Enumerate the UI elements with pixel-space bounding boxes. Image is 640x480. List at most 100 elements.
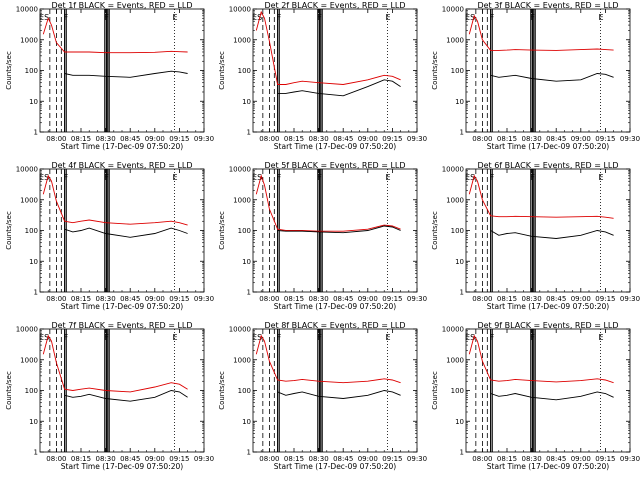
x-tick-label: 08:15 [497, 295, 517, 303]
events-series-line [64, 70, 188, 78]
panel-title: Det 3f BLACK = Events, RED = LLD [477, 1, 618, 10]
detector-panel: Det 3f BLACK = Events, RED = LLD 1 10 100 10… [431, 1, 640, 151]
x-tick-label: 08:00 [259, 295, 279, 303]
marker-label: E [598, 13, 603, 22]
marker-label: F [490, 13, 495, 22]
marker-label: F [277, 173, 282, 182]
events-series-line [277, 390, 401, 399]
x-tick-label: 09:00 [358, 135, 378, 143]
x-tick-label: 08:00 [259, 455, 279, 463]
marker-label: F [490, 333, 495, 342]
marker-label: F [64, 173, 69, 182]
x-tick-label: 08:30 [309, 135, 329, 143]
marker-label: F [277, 333, 282, 342]
x-tick-label: 09:30 [620, 135, 640, 143]
marker-label: E [172, 173, 177, 182]
marker-label: ES [465, 333, 475, 342]
x-tick-label: 08:15 [284, 295, 304, 303]
marker-label: F [104, 173, 109, 182]
lld-series-line [255, 10, 401, 85]
marker-label: ES [252, 173, 262, 182]
y-axis-label: Counts/sec [431, 51, 439, 90]
y-tick-label: 1 [460, 449, 464, 457]
x-tick-label: 08:30 [309, 455, 329, 463]
y-tick-label: 10 [455, 258, 464, 266]
x-axis-label: Start Time (17-Dec-09 07:50:20) [487, 142, 609, 151]
x-tick-label: 09:00 [571, 295, 591, 303]
x-tick-label: 09:15 [595, 135, 615, 143]
y-tick-label: 10000 [442, 6, 464, 14]
detector-panel: Det 6f BLACK = Events, RED = LLD 1 10 100 10… [431, 161, 640, 311]
x-axis-label: Start Time (17-Dec-09 07:50:20) [274, 302, 396, 311]
x-tick-label: 09:30 [194, 455, 214, 463]
marker-label: F [277, 13, 282, 22]
y-tick-label: 10000 [229, 6, 251, 14]
x-tick-label: 08:15 [71, 295, 91, 303]
y-axis-label: Counts/sec [431, 371, 439, 410]
x-tick-label: 09:00 [145, 295, 165, 303]
y-tick-label: 1000 [446, 36, 464, 44]
events-series-line [277, 225, 401, 234]
y-tick-label: 10000 [442, 166, 464, 174]
events-series-line [490, 73, 614, 82]
y-tick-label: 10 [29, 98, 38, 106]
x-tick-label: 09:00 [358, 455, 378, 463]
x-tick-label: 09:15 [382, 135, 402, 143]
y-tick-label: 1000 [446, 196, 464, 204]
x-tick-label: 09:15 [169, 295, 189, 303]
y-tick-label: 10 [242, 98, 251, 106]
marker-label: ES [39, 13, 49, 22]
x-tick-label: 09:30 [194, 295, 214, 303]
marker-label: F [490, 173, 495, 182]
y-tick-label: 100 [25, 387, 38, 395]
x-tick-label: 08:45 [546, 135, 566, 143]
y-axis-label: Counts/sec [5, 371, 13, 410]
marker-label: ES [39, 173, 49, 182]
x-axis-label: Start Time (17-Dec-09 07:50:20) [61, 462, 183, 471]
x-tick-label: 09:30 [620, 455, 640, 463]
x-tick-label: 09:00 [145, 455, 165, 463]
x-tick-label: 09:30 [407, 455, 427, 463]
marker-label: E [172, 13, 177, 22]
y-axis-label: Counts/sec [218, 51, 226, 90]
x-axis-label: Start Time (17-Dec-09 07:50:20) [487, 302, 609, 311]
marker-label: E [598, 173, 603, 182]
panel-title: Det 6f BLACK = Events, RED = LLD [477, 161, 618, 170]
y-tick-label: 1 [247, 129, 251, 137]
x-tick-label: 09:30 [620, 295, 640, 303]
y-tick-label: 10000 [16, 166, 38, 174]
x-tick-label: 09:15 [595, 455, 615, 463]
events-series-line [64, 390, 188, 402]
marker-label: ES [465, 13, 475, 22]
y-tick-label: 1000 [20, 196, 38, 204]
y-tick-label: 1000 [446, 356, 464, 364]
x-tick-label: 09:15 [595, 295, 615, 303]
lld-series-line [468, 334, 614, 384]
x-tick-label: 09:15 [382, 455, 402, 463]
lld-series-line [42, 334, 188, 393]
y-tick-label: 1 [34, 129, 38, 137]
marker-label: F [530, 333, 535, 342]
events-series-line [64, 227, 188, 238]
marker-label: E [385, 13, 390, 22]
x-tick-label: 08:30 [522, 455, 542, 463]
lld-series-line [468, 14, 614, 51]
x-tick-label: 08:45 [546, 455, 566, 463]
x-tick-label: 08:30 [522, 135, 542, 143]
y-tick-label: 1 [247, 289, 251, 297]
x-tick-label: 09:00 [571, 455, 591, 463]
marker-label: F [317, 13, 322, 22]
marker-label: ES [39, 333, 49, 342]
marker-label: E [598, 333, 603, 342]
panel-title: Det 2f BLACK = Events, RED = LLD [264, 1, 405, 10]
x-tick-label: 08:45 [120, 455, 140, 463]
y-tick-label: 1 [460, 129, 464, 137]
marker-label: F [317, 333, 322, 342]
y-tick-label: 100 [25, 67, 38, 75]
x-tick-label: 09:00 [571, 135, 591, 143]
y-tick-label: 100 [451, 227, 464, 235]
lld-series-line [468, 174, 614, 219]
x-tick-label: 08:30 [522, 295, 542, 303]
y-axis-label: Counts/sec [431, 211, 439, 250]
